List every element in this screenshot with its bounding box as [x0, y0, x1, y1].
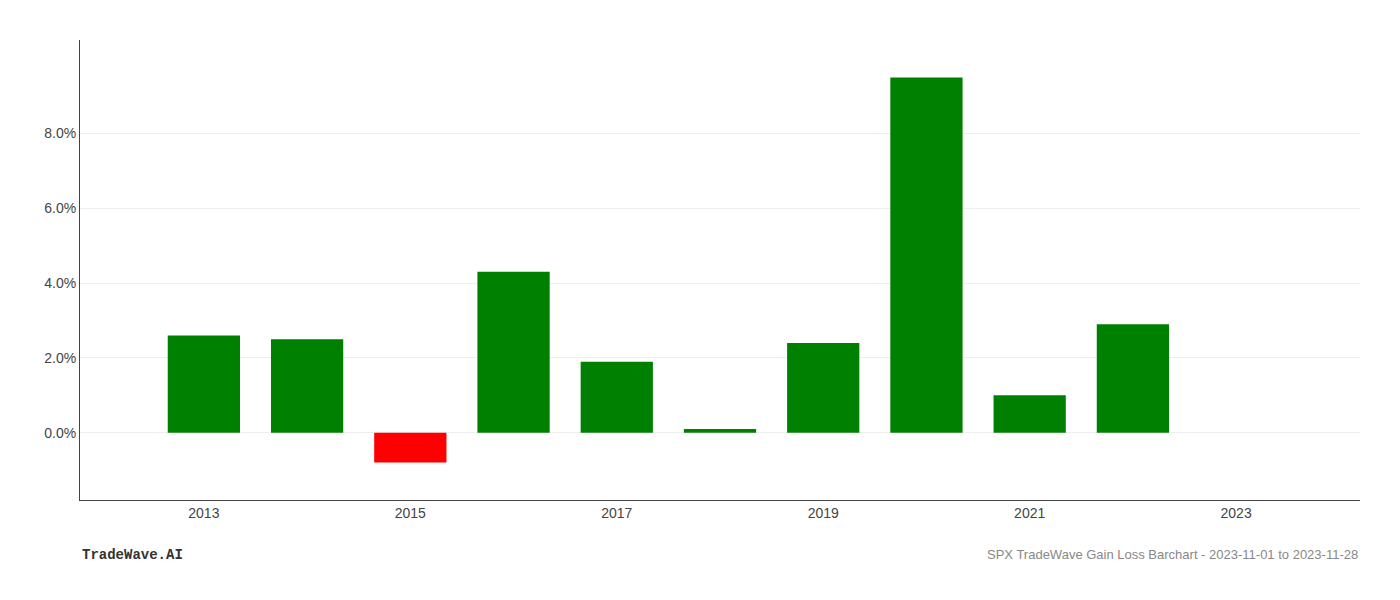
svg-text:SPX TradeWave Gain Loss Barcha: SPX TradeWave Gain Loss Barchart - 2023-… — [987, 547, 1358, 562]
svg-text:6.0%: 6.0% — [44, 200, 76, 216]
svg-text:2023: 2023 — [1221, 505, 1252, 521]
svg-text:2019: 2019 — [808, 505, 839, 521]
svg-text:0.0%: 0.0% — [44, 425, 76, 441]
svg-text:2017: 2017 — [601, 505, 632, 521]
svg-text:2013: 2013 — [188, 505, 219, 521]
svg-text:4.0%: 4.0% — [44, 275, 76, 291]
svg-text:2015: 2015 — [395, 505, 426, 521]
svg-text:TradeWave.AI: TradeWave.AI — [82, 547, 183, 563]
svg-text:8.0%: 8.0% — [44, 125, 76, 141]
svg-text:2.0%: 2.0% — [44, 350, 76, 366]
svg-text:2021: 2021 — [1014, 505, 1045, 521]
